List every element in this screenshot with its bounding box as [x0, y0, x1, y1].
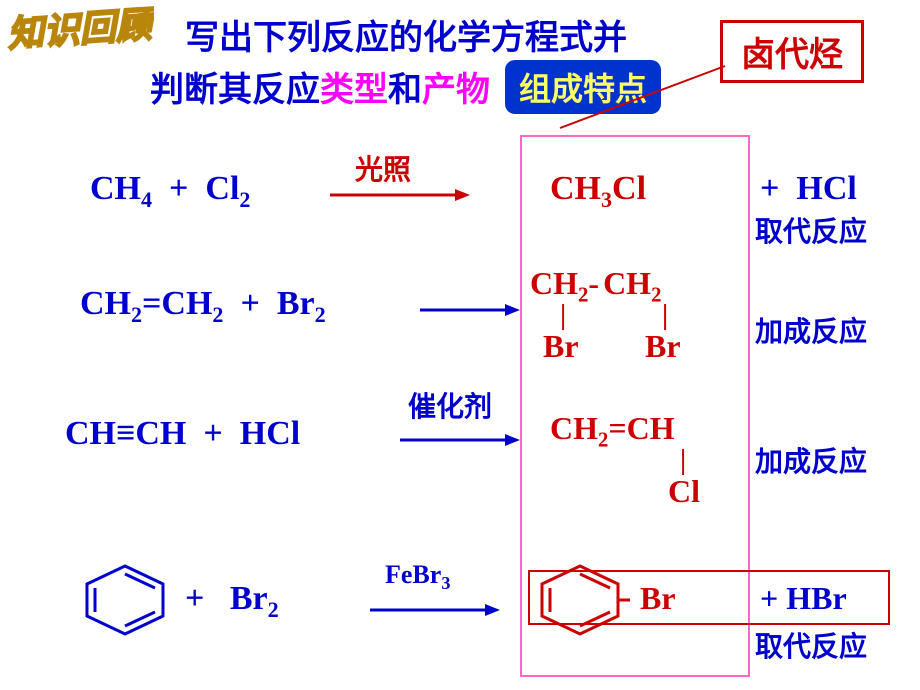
rxn1-type: 取代反应: [755, 210, 867, 250]
rxn3-lhs: CH≡CH + HCl: [65, 415, 300, 453]
title-2b: 类型: [320, 72, 388, 109]
rxn2-type: 加成反应: [755, 310, 867, 350]
rxn3-arrow-icon: [400, 425, 520, 455]
corner-label-text: 知识回顾: [6, 6, 154, 55]
rxn1-extra: + HCl: [760, 170, 857, 208]
callout-label: 卤代烃: [741, 37, 843, 74]
rxn3-type: 加成反应: [755, 440, 867, 480]
rxn2-br1: Br: [543, 328, 579, 365]
rxn4-product-box: [528, 570, 890, 625]
rxn3-product-top: CH2=CH: [550, 410, 675, 452]
rxn1-lhs: CH4 + Cl2: [90, 170, 250, 213]
rxn2-arrow-icon: [420, 295, 520, 325]
rxn4-type: 取代反应: [755, 625, 867, 665]
rxn4-arrow-icon: [370, 595, 500, 625]
rxn3-cl: Cl: [668, 473, 700, 510]
rxn4-arrow-label: FeBr3: [385, 560, 450, 594]
benzene-reactant-icon: [75, 560, 175, 640]
rxn1-arrow-label: 光照: [355, 148, 411, 188]
title-2c: 和: [388, 72, 422, 109]
rxn1-product: CH3Cl: [550, 170, 646, 213]
rxn4-lhs-after: + Br2: [185, 580, 279, 623]
rxn3-arrow-label: 催化剂: [408, 385, 492, 425]
title-2a: 判断其反应: [150, 72, 320, 109]
rxn2-product-top: CH2- CH2: [530, 265, 661, 307]
title-2d: 产物: [422, 72, 490, 109]
corner-label-icon: 知识回顾: [4, 6, 154, 66]
title-line-1: 写出下列反应的化学方程式并: [185, 10, 627, 59]
callout-leader-icon: [555, 58, 735, 138]
rxn2-br2: Br: [645, 328, 681, 365]
rxn2-lhs: CH2=CH2 + Br2: [80, 285, 326, 328]
